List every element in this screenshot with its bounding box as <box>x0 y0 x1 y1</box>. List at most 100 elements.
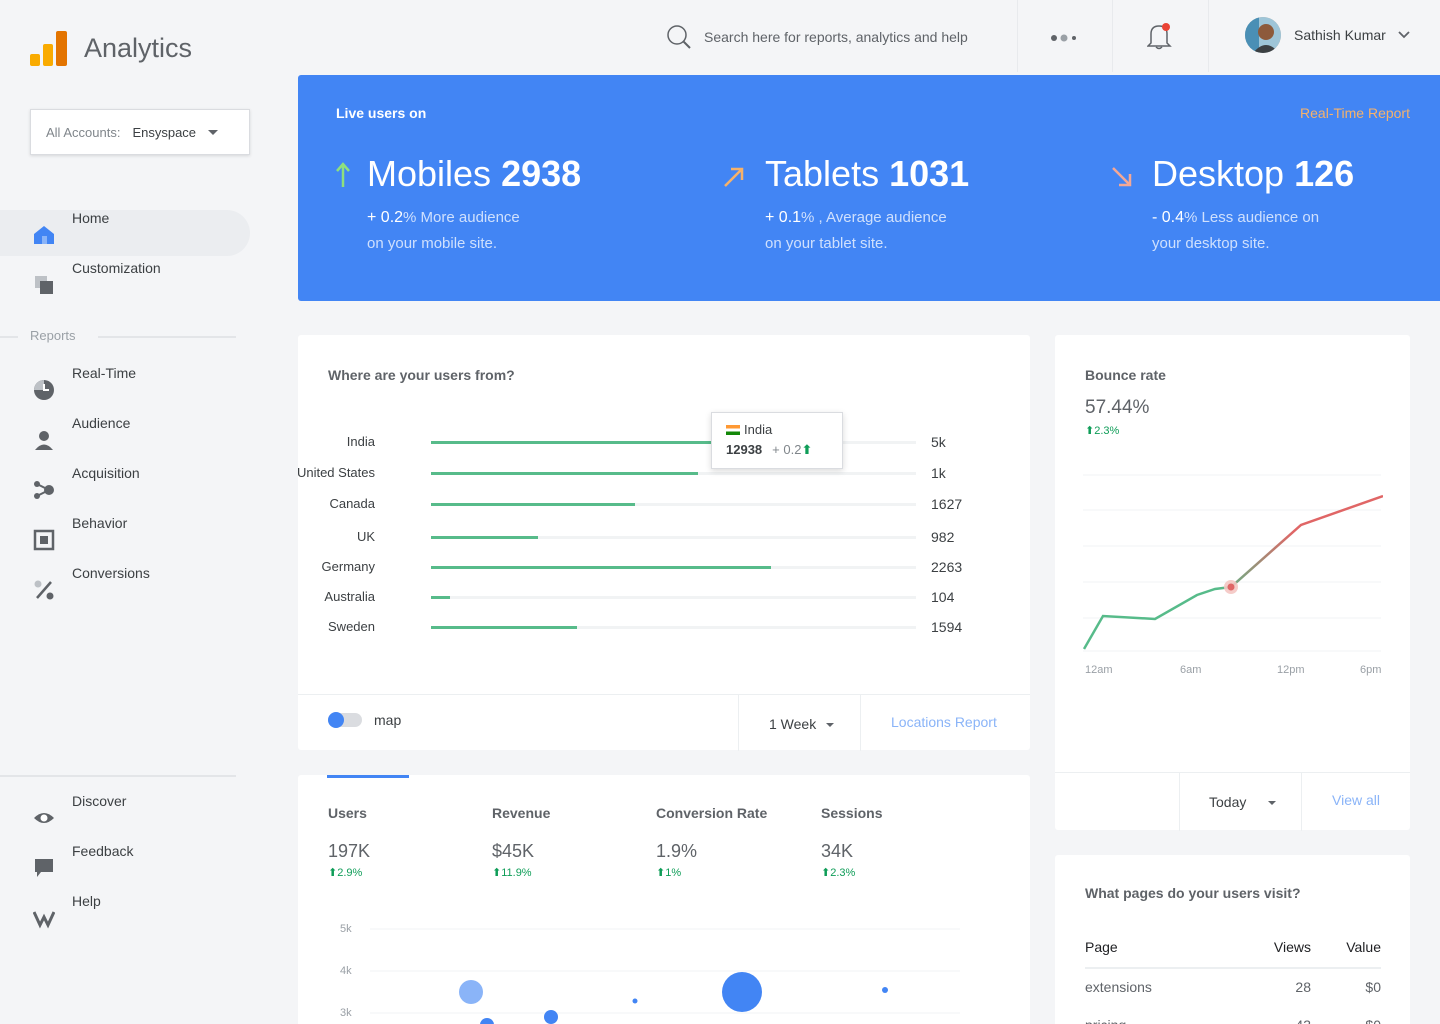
metric-value: 34K <box>821 841 882 862</box>
x-label: 6am <box>1180 664 1201 676</box>
period-dropdown[interactable]: Today <box>1209 794 1276 810</box>
bubble-chart <box>370 925 962 1024</box>
metric-conversion-rate[interactable]: Conversion Rate 1.9% ⬆1% <box>656 805 767 879</box>
country-row[interactable]: Canada 1627 <box>298 496 998 516</box>
y-tick-label: 3k <box>340 1007 352 1019</box>
country-row[interactable]: Sweden1594 <box>298 619 998 639</box>
metric-value: $45K <box>492 841 550 862</box>
sidebar: Analytics All Accounts: Ensyspace Home C… <box>0 0 265 1024</box>
country-value: 982 <box>931 529 954 545</box>
map-toggle-label: map <box>374 712 401 728</box>
account-value: Ensyspace <box>132 125 196 140</box>
app-logo[interactable]: Analytics <box>30 30 192 66</box>
value-cell: $0 <box>1365 979 1381 995</box>
sidebar-item-behavior[interactable]: Behavior <box>0 515 250 561</box>
country-bar-track <box>431 503 916 506</box>
metric-label: Sessions <box>821 805 882 821</box>
sidebar-item-feedback[interactable]: Feedback <box>0 843 250 889</box>
country-bar-fill <box>431 536 538 539</box>
country-bar-track <box>431 536 916 539</box>
user-menu[interactable]: Sathish Kumar <box>1245 17 1410 53</box>
arrow-up-right-icon <box>722 165 746 189</box>
divider <box>860 695 861 751</box>
country-row[interactable]: India5k <box>298 434 998 454</box>
chat-icon <box>33 857 55 879</box>
country-value: 5k <box>931 434 946 450</box>
views-cell: 43 <box>1295 1017 1311 1024</box>
search-icon <box>666 24 692 50</box>
sidebar-item-real-time[interactable]: Real-Time <box>0 365 250 411</box>
country-bar-fill <box>431 596 450 599</box>
sidebar-item-acquisition[interactable]: Acquisition <box>0 465 250 511</box>
divider <box>1301 773 1302 831</box>
table-row[interactable]: pricing 43 $0 <box>1085 1007 1381 1024</box>
search-input[interactable]: Search here for reports, analytics and h… <box>704 29 968 45</box>
bounce-value: 57.44% <box>1085 397 1149 419</box>
bounce-line-chart <box>1083 473 1383 653</box>
stat-heading: Tablets 1031 <box>765 153 969 195</box>
card-title: Bounce rate <box>1085 367 1166 383</box>
country-bar-track <box>431 596 916 599</box>
views-cell: 28 <box>1295 979 1311 995</box>
country-row[interactable]: Australia104 <box>298 589 998 609</box>
tooltip-value: 12938 <box>726 442 762 457</box>
period-dropdown[interactable]: 1 Week <box>769 716 834 732</box>
sidebar-item-home[interactable]: Home <box>0 210 250 256</box>
more-dots-icon[interactable] <box>1050 30 1078 48</box>
country-bar-track <box>431 441 916 444</box>
view-all-link[interactable]: View all <box>1332 792 1380 808</box>
search-bar[interactable]: Search here for reports, analytics and h… <box>666 24 968 50</box>
x-label: 12am <box>1085 664 1113 676</box>
country-row[interactable]: UK982 <box>298 529 998 549</box>
country-value: 1627 <box>931 496 962 512</box>
person-icon <box>33 429 55 451</box>
locations-report-link[interactable]: Locations Report <box>891 714 997 730</box>
eye-icon <box>33 807 55 829</box>
stat-description: + 0.1% , Average audienceon your tablet … <box>765 205 995 257</box>
bubble-point <box>480 1018 494 1024</box>
country-bar-fill <box>431 566 771 569</box>
bubble-point <box>722 972 762 1012</box>
table-row[interactable]: extensions 28 $0 <box>1085 969 1381 1007</box>
country-row[interactable]: United States1k <box>298 465 998 485</box>
country-value: 104 <box>931 589 954 605</box>
country-row[interactable]: Germany2263 <box>298 559 998 579</box>
country-bar-track <box>431 472 916 475</box>
bubble-point <box>459 980 483 1004</box>
sidebar-item-discover[interactable]: Discover <box>0 793 250 839</box>
metric-revenue[interactable]: Revenue $45K ⬆11.9% <box>492 805 550 879</box>
clock-icon <box>33 379 55 401</box>
notifications-bell-icon[interactable] <box>1147 22 1173 55</box>
chevron-down-icon <box>208 130 218 135</box>
sidebar-item-help[interactable]: Help <box>0 893 250 939</box>
metric-change: ⬆11.9% <box>492 866 550 879</box>
sidebar-item-label: Behavior <box>72 515 127 531</box>
sidebar-item-audience[interactable]: Audience <box>0 415 250 461</box>
stat-description: + 0.2% More audienceon your mobile site. <box>367 205 597 257</box>
metric-users[interactable]: Users 197K ⬆2.9% <box>328 805 370 879</box>
card-footer: Today View all <box>1055 772 1410 830</box>
active-tab-indicator <box>327 775 409 778</box>
y-tick-label: 5k <box>340 923 352 935</box>
country-name: Germany <box>322 559 375 574</box>
arrow-up-icon: ⬆ <box>801 442 812 457</box>
country-name: United States <box>297 465 375 480</box>
metric-sessions[interactable]: Sessions 34K ⬆2.3% <box>821 805 882 879</box>
country-name: Sweden <box>328 619 375 634</box>
divider <box>0 775 236 777</box>
account-selector[interactable]: All Accounts: Ensyspace <box>30 109 250 155</box>
country-tooltip: India 12938+ 0.2⬆ <box>711 412 843 469</box>
country-bar-fill <box>431 626 577 629</box>
divider <box>1179 773 1180 831</box>
divider <box>1112 0 1113 72</box>
bounce-rate-card: Bounce rate 57.44% ⬆2.3% 12am 6am 12pm 6… <box>1055 335 1410 830</box>
real-time-report-link[interactable]: Real-Time Report <box>1300 105 1410 121</box>
map-toggle[interactable] <box>328 713 362 727</box>
bubble-point <box>882 987 888 993</box>
pages-table: Page Views Value extensions 28 $0 pricin… <box>1085 939 1381 1024</box>
column-header: Views <box>1274 939 1311 955</box>
sidebar-item-customization[interactable]: Customization <box>0 260 250 306</box>
sidebar-item-conversions[interactable]: Conversions <box>0 565 250 611</box>
country-name: Canada <box>329 496 375 511</box>
divider <box>1208 0 1209 72</box>
